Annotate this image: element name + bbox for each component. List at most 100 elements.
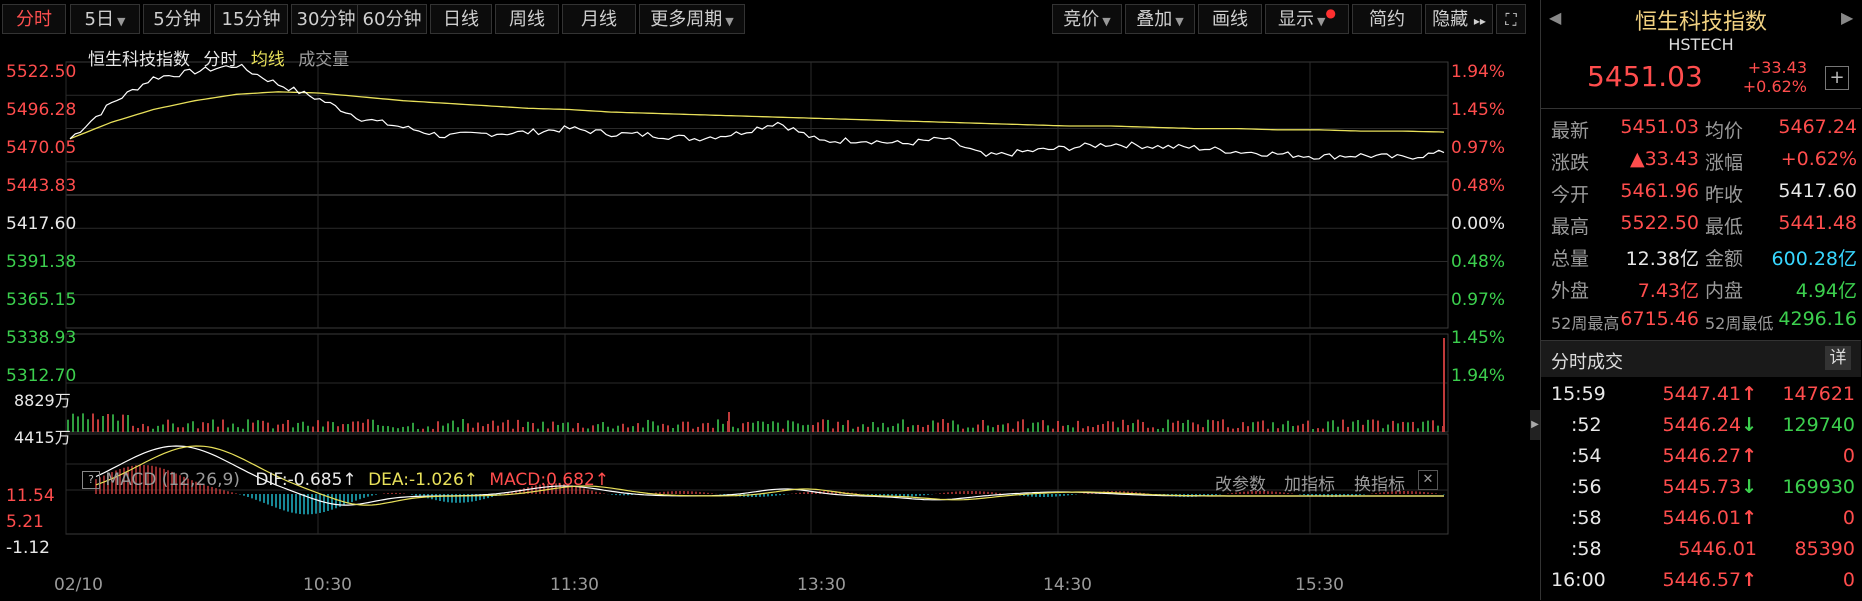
price-tick: 5522.50 [6,62,77,82]
macd-legend: ? MACD (12,26,9) DIF:-0.685↑ DEA:-1.026↑… [82,470,609,490]
tab-weekly[interactable]: 周线 [495,4,559,34]
stat-value: 6715.46 [1620,308,1699,330]
draw-line-button[interactable]: 画线 [1198,4,1262,34]
prev-stock-icon[interactable]: ◀ [1549,8,1562,27]
display-button[interactable]: 显示 ▼● [1265,4,1349,34]
trade-row: :56 5445.73↓ 169930 [1541,476,1861,508]
quote-stat-row: 最高 5522.50 最低 5441.48 [1541,212,1861,242]
divider [1541,108,1861,109]
stat-value: +0.62% [1780,148,1857,170]
pct-tick: 0.97% [1451,290,1506,310]
arrow-down-icon: ↓ [1741,414,1757,436]
quote-panel: ◀ ▶ 恒生科技指数 HSTECH 5451.03 +33.43 +0.62% … [1540,0,1862,600]
tab-daily[interactable]: 日线 [430,4,492,34]
price-tick: 5338.93 [6,328,77,348]
close-icon[interactable]: ✕ [1418,470,1438,490]
trade-price: 5446.24 [1662,414,1742,436]
price-tick: 5417.60 [6,214,77,234]
fullscreen-button[interactable]: ⛶ [1496,4,1526,34]
quote-stat-row: 最新 5451.03 均价 5467.24 [1541,116,1861,146]
stat-label: 总量 [1551,248,1590,270]
time-label: 14:30 [1043,575,1092,595]
trade-time: :52 [1571,414,1602,436]
trade-row: 16:00 5446.57↑ 0 [1541,569,1861,601]
stat-label: 昨收 [1705,184,1744,206]
tab-monthly[interactable]: 月线 [562,4,636,34]
stat-label: 金额 [1705,248,1744,270]
price-tick: 5365.15 [6,290,77,310]
stat-label: 最高 [1551,216,1590,238]
macd-tick: 5.21 [6,512,44,532]
volume-tick: 8829万 [14,391,71,410]
arrow-up-icon: ↑ [1741,507,1757,529]
trade-price: 5446.27 [1662,445,1742,467]
trade-time: :56 [1571,476,1602,498]
panel-toggle-icon[interactable]: ▶ [1530,410,1540,440]
time-label: 15:30 [1295,575,1344,595]
time-label: 10:30 [303,575,352,595]
display-label: 显示 [1278,9,1315,30]
trade-time: :54 [1571,445,1602,467]
arrow-up-icon: ↑ [1741,445,1757,467]
pct-tick: 1.94% [1451,62,1506,82]
volume-tick: 4415万 [14,428,71,447]
trade-time: 16:00 [1551,569,1606,591]
stat-value: 12.38亿 [1625,248,1699,270]
tab-5min[interactable]: 5分钟 [143,4,211,34]
quote-stat-row: 外盘 7.43亿 内盘 4.94亿 [1541,276,1861,306]
trade-price: 5446.57 [1662,569,1742,591]
chart-mode: 分时 [203,50,238,70]
macd-dif: DIF:-0.685↑ [255,470,357,490]
trade-row: 15:59 5447.41↑ 147621 [1541,383,1861,415]
stat-value: 5467.24 [1778,116,1857,138]
add-watchlist-button[interactable]: + [1825,66,1849,90]
macd-settings-icon[interactable]: ? [82,471,100,489]
pct-tick: 1.45% [1451,100,1506,120]
stat-label: 今开 [1551,184,1590,206]
trade-time: :58 [1571,507,1602,529]
trade-row: :58 5446.01↑ 0 [1541,507,1861,539]
stat-label: 涨跌 [1551,152,1590,174]
divider [1541,340,1861,341]
trade-volume: 0 [1842,445,1855,467]
quote-price: 5451.03 [1587,60,1703,93]
intraday-chart-svg[interactable] [0,38,1528,600]
stat-label: 内盘 [1705,280,1744,302]
chart-area[interactable]: 恒生科技指数 分时 均线 成交量 5522.50 5496.28 5470.05… [0,38,1528,600]
chevron-down-icon: ▼ [1175,15,1184,28]
tab-15min[interactable]: 15分钟 [214,4,288,34]
stat-label: 52周最低 [1705,314,1774,333]
tab-30min[interactable]: 30分钟 [291,4,361,34]
trades-detail-button[interactable]: 详 [1825,346,1851,370]
tab-intraday[interactable]: 分时 [2,4,66,34]
time-label: 11:30 [550,575,599,595]
price-tick: 5470.05 [6,138,77,158]
switch-indicator-button[interactable]: 换指标 [1354,475,1405,495]
next-stock-icon[interactable]: ▶ [1841,8,1854,27]
double-arrow-right-icon: ▸▸ [1473,14,1486,28]
overlay-button[interactable]: 叠加 ▼ [1125,4,1195,34]
quote-stat-row: 52周最高 6715.46 52周最低 4296.16 [1541,308,1861,338]
chevron-down-icon: ▼ [1317,15,1326,28]
stat-label: 最新 [1551,120,1590,142]
tab-60min[interactable]: 60分钟 [357,4,427,34]
stat-value: 5441.48 [1778,212,1857,234]
chart-avg-legend: 均线 [250,50,285,70]
tab-5day[interactable]: 5日 ▼ [70,4,140,34]
auction-button[interactable]: 竞价 ▼ [1052,4,1122,34]
price-line [69,63,1445,160]
more-periods-dropdown[interactable]: 更多周期 ▼ [639,4,745,34]
pct-tick: 0.48% [1451,252,1506,272]
overlay-label: 叠加 [1136,9,1173,30]
time-label: 13:30 [797,575,846,595]
tab-5day-label: 5日 [84,9,114,30]
trade-time: 15:59 [1551,383,1606,405]
hide-panel-button[interactable]: 隐藏 ▸▸ [1425,4,1493,34]
stat-value: 5522.50 [1620,212,1699,234]
add-indicator-button[interactable]: 加指标 [1284,475,1335,495]
notification-dot-icon: ● [1325,6,1336,20]
trade-row: :58 5446.01 85390 [1541,538,1861,570]
edit-params-button[interactable]: 改参数 [1215,475,1266,495]
simple-mode-button[interactable]: 简约 [1352,4,1422,34]
chart-legend: 恒生科技指数 分时 均线 成交量 [88,45,349,70]
